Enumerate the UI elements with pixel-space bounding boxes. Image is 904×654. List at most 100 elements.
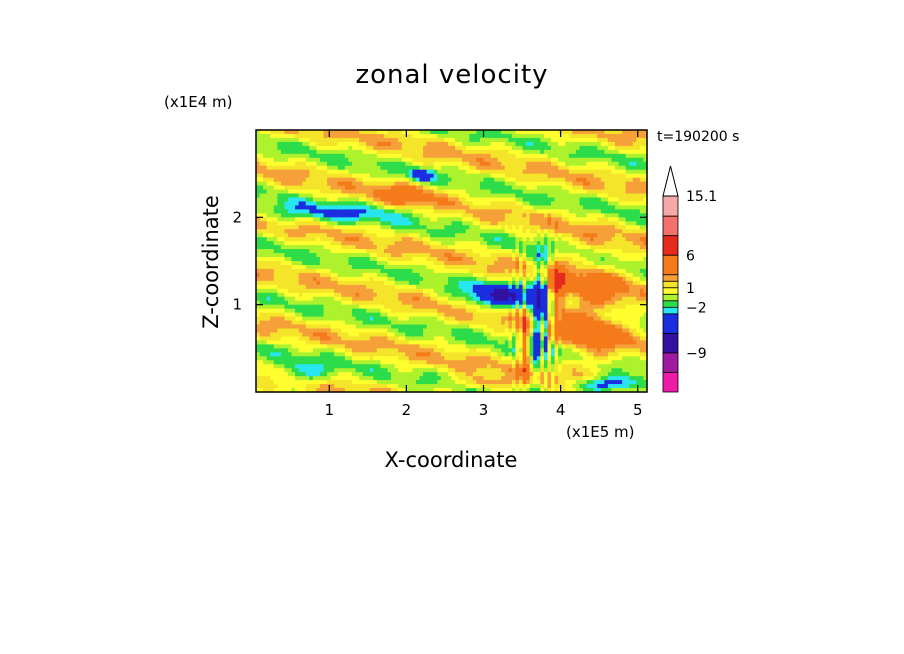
field-cell: [355, 209, 360, 214]
field-cell: [266, 388, 271, 393]
field-cell: [359, 130, 364, 135]
field-cell: [259, 157, 264, 163]
field-cell: [476, 221, 481, 226]
field-cell: [472, 237, 477, 242]
field-cell: [319, 229, 325, 234]
field-cell: [391, 209, 396, 214]
field-cell: [337, 193, 342, 199]
field-cell: [423, 221, 428, 226]
field-cell: [341, 280, 346, 286]
field-cell: [391, 296, 396, 302]
field-cell: [273, 177, 278, 183]
field-cell: [515, 312, 520, 318]
field-cell: [287, 201, 293, 207]
field-cell: [341, 292, 346, 298]
field-cell: [341, 340, 346, 345]
field-cell: [490, 368, 495, 373]
field-cell: [469, 368, 474, 373]
field-cell: [472, 328, 477, 334]
field-cell: [479, 280, 485, 286]
field-cell: [462, 304, 467, 310]
field-cell: [426, 308, 431, 314]
field-cell: [280, 380, 286, 385]
field-cell: [487, 352, 492, 357]
field-cell: [458, 268, 463, 274]
field-cell: [430, 205, 435, 210]
field-cell: [298, 328, 303, 334]
field-cell: [355, 268, 360, 274]
field-cell: [401, 130, 406, 135]
field-cell: [362, 364, 367, 369]
field-cell: [440, 328, 445, 334]
field-cell: [355, 328, 360, 334]
field-cell: [494, 384, 499, 389]
field-cell: [270, 205, 275, 210]
field-cell: [430, 372, 435, 377]
field-cell: [487, 233, 492, 238]
field-cell: [469, 264, 474, 270]
field-cell: [351, 161, 357, 167]
field-cell: [440, 193, 445, 199]
field-cell: [305, 177, 310, 183]
field-cell: [387, 348, 392, 353]
field-cell: [309, 272, 314, 278]
field-cell: [519, 185, 524, 191]
field-cell: [348, 233, 353, 238]
field-cell: [511, 197, 517, 203]
field-cell: [302, 372, 307, 377]
field-cell: [334, 193, 339, 199]
field-cell: [437, 173, 442, 179]
field-cell: [401, 316, 406, 322]
field-cell: [508, 344, 513, 349]
field-cell: [483, 217, 488, 222]
field-cell: [462, 368, 467, 373]
field-cell: [419, 181, 424, 187]
field-cell: [398, 217, 403, 222]
field-cell: [447, 316, 453, 322]
field-cell: [401, 368, 406, 373]
field-cell: [476, 348, 481, 353]
field-cell: [405, 300, 410, 306]
field-cell: [462, 296, 467, 302]
field-cell: [398, 320, 403, 326]
field-cell: [277, 225, 282, 230]
field-cell: [256, 368, 261, 373]
field-cell: [398, 237, 403, 242]
field-cell: [515, 288, 520, 294]
field-cell: [440, 340, 445, 345]
field-cell: [266, 268, 271, 274]
field-cell: [351, 237, 357, 242]
field-cell: [487, 368, 492, 373]
field-cell: [487, 348, 492, 353]
field-cell: [511, 296, 517, 302]
field-cell: [504, 284, 509, 290]
field-cell: [494, 133, 499, 139]
field-cell: [298, 149, 303, 155]
field-cell: [334, 292, 339, 298]
field-cell: [398, 384, 403, 389]
field-cell: [515, 284, 520, 290]
field-cell: [373, 388, 378, 393]
field-cell: [444, 130, 449, 135]
field-cell: [355, 189, 360, 195]
field-cell: [256, 205, 261, 210]
field-cell: [309, 237, 314, 242]
field-cell: [383, 261, 389, 266]
field-cell: [515, 161, 520, 167]
field-cell: [519, 229, 524, 234]
field-cell: [273, 284, 278, 290]
field-cell: [469, 364, 474, 369]
field-cell: [277, 328, 282, 334]
field-cell: [348, 213, 353, 218]
field-cell: [401, 177, 406, 183]
field-cell: [376, 360, 381, 365]
field-cell: [263, 225, 268, 230]
field-cell: [511, 185, 517, 191]
field-cell: [348, 340, 353, 345]
field-cell: [437, 328, 442, 334]
field-cell: [280, 237, 286, 242]
field-cell: [277, 141, 282, 147]
field-cell: [291, 157, 296, 163]
field-cell: [362, 217, 367, 222]
field-cell: [373, 344, 378, 349]
